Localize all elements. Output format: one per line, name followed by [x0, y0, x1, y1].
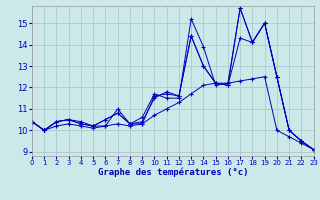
X-axis label: Graphe des températures (°c): Graphe des températures (°c)	[98, 168, 248, 177]
